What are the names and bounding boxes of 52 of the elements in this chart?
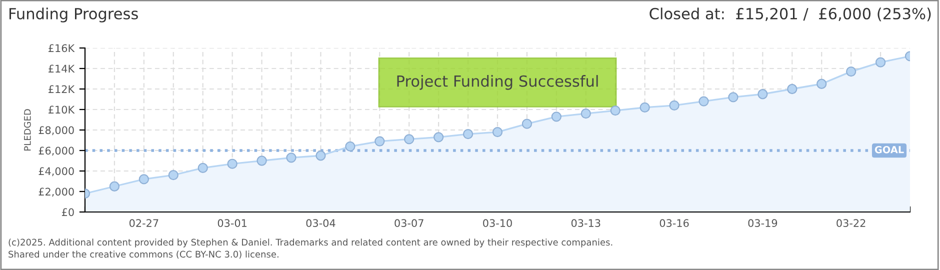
y-tick-label: £12K	[48, 85, 75, 93]
point	[168, 170, 178, 180]
x-tick-label: 03-22	[836, 219, 866, 228]
chart-title: Funding Progress	[10, 8, 138, 22]
x-tick-label: 03-10	[483, 219, 512, 228]
point	[728, 92, 738, 102]
y-tick-label: £6,000	[38, 146, 74, 156]
y-tick-label: £16K	[48, 44, 75, 52]
point	[787, 84, 798, 94]
y-tick-label: £10K	[48, 106, 75, 114]
x-tick-label: 03-07	[394, 219, 424, 228]
x-tick-label: 03-13	[571, 219, 600, 228]
y-tick-label: £14K	[48, 64, 75, 72]
y-tick-label: £8,000	[38, 126, 74, 136]
chart-subtitle: Closed at: £15,201 / £6,000 (253%)	[650, 8, 931, 22]
ref-line-label: GOAL	[874, 146, 904, 154]
point	[551, 112, 562, 122]
point	[462, 129, 474, 140]
point	[404, 134, 414, 144]
point	[816, 78, 827, 89]
x-tick-label: 03-01	[218, 219, 246, 228]
point	[286, 152, 296, 163]
y-tick-label: £0	[62, 208, 74, 216]
point	[669, 100, 680, 110]
point	[345, 141, 356, 152]
y-tick-label: £2,000	[38, 188, 74, 197]
x-tick-label: 03-16	[660, 219, 689, 228]
x-tick-label: 03-19	[748, 219, 778, 228]
point	[374, 136, 385, 146]
point	[875, 57, 886, 68]
point	[138, 174, 149, 184]
point	[610, 105, 620, 116]
x-tick-label: 02-27	[129, 219, 158, 228]
point	[109, 181, 120, 192]
annotation: Project Funding Successful	[397, 75, 598, 90]
point	[434, 132, 444, 142]
y-tick-label: £4,000	[38, 167, 74, 176]
point	[580, 108, 591, 119]
point	[492, 126, 503, 138]
text: (c)2025. Additional content provided by Stephen & Daniel. Trademarks and related content are owned by their respective companies.	[8, 238, 612, 248]
point	[198, 162, 208, 173]
y-axis-title: PLEDGED	[24, 109, 31, 151]
x-tick-label: 03-04	[306, 219, 336, 228]
point	[227, 158, 238, 169]
point	[758, 89, 768, 100]
point	[256, 156, 267, 166]
point	[640, 102, 650, 113]
point	[316, 150, 326, 161]
point	[846, 66, 856, 77]
point	[522, 118, 532, 129]
text: Shared under the creative commons (CC BY-NC 3.0) license.	[8, 250, 278, 259]
point	[698, 96, 709, 106]
